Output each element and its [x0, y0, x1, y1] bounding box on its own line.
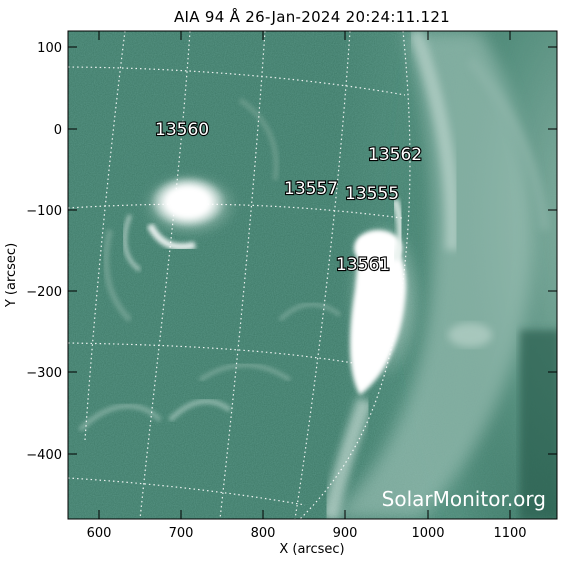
- image-title: AIA 94 Å 26-Jan-2024 20:24:11.121: [174, 7, 450, 26]
- x-tick-label: 800: [251, 526, 276, 541]
- y-tick-label: 100: [37, 41, 62, 56]
- x-tick-label: 600: [87, 526, 112, 541]
- x-tick-label: 700: [169, 526, 194, 541]
- ar-label-13561: 13561: [336, 255, 390, 275]
- y-axis-ticks: [68, 46, 557, 455]
- y-tick-label: −400: [26, 448, 62, 463]
- x-tick-label: 1000: [411, 526, 444, 541]
- x-axis-label: X (arcsec): [279, 542, 344, 557]
- y-tick-label: −100: [26, 204, 62, 219]
- heliographic-grid: [68, 31, 411, 519]
- x-tick-label: 900: [333, 526, 358, 541]
- y-tick-label: −300: [26, 366, 62, 381]
- y-tick-label: 0: [54, 123, 62, 138]
- x-axis-ticks: [98, 31, 511, 519]
- ar-label-13555: 13555: [345, 184, 399, 204]
- ar-label-13560: 13560: [155, 120, 209, 140]
- plot-frame: [67, 30, 558, 520]
- watermark-text: SolarMonitor.org: [382, 487, 546, 511]
- y-tick-label: −200: [26, 285, 62, 300]
- x-tick-label: 1100: [493, 526, 526, 541]
- y-axis-label: Y (arcsec): [4, 243, 19, 308]
- ar-label-13562: 13562: [368, 145, 422, 165]
- ar-label-13557: 13557: [284, 179, 338, 199]
- solar-image: 13560 13557 13555 13562 13561 SolarMonit…: [68, 31, 557, 519]
